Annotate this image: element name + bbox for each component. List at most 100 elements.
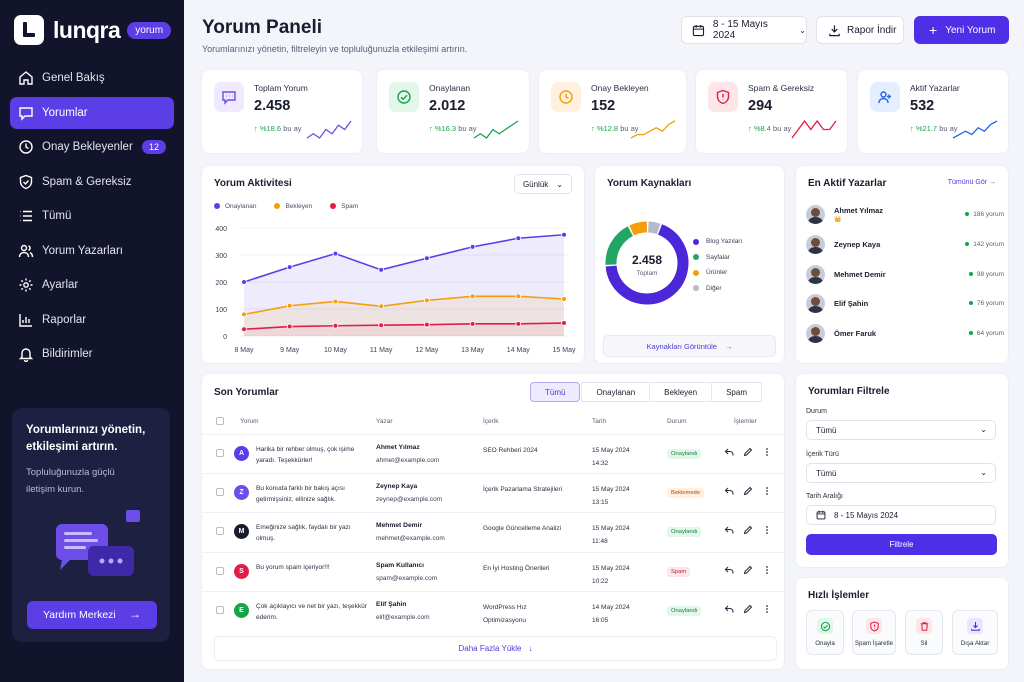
status-filter-label: Durum	[806, 408, 828, 415]
download-report-button[interactable]: Rapor İndir	[816, 16, 904, 44]
quick-action-delete-button[interactable]: Sil	[905, 610, 943, 655]
shield-icon	[19, 174, 33, 189]
row-checkbox[interactable]	[216, 566, 224, 575]
more-icon[interactable]	[762, 604, 772, 614]
comment-content-link[interactable]: En İyi Hosting Önerileri	[483, 564, 550, 572]
legend-label: Bekleyen	[285, 203, 313, 210]
nav-item-overview[interactable]: Genel Bakış	[10, 62, 174, 94]
comment-date-day: 14 May 2024	[592, 603, 630, 611]
data-point	[424, 321, 430, 328]
stat-delta: ↑ %16.3 bu ay	[429, 124, 477, 133]
more-icon[interactable]	[762, 565, 772, 575]
nav-item-notifications[interactable]: Bildirimler	[10, 338, 174, 370]
edit-icon[interactable]	[743, 486, 753, 496]
nav-label: Yorum Yazarları	[42, 244, 123, 257]
table-row[interactable]: Z Bu konuda farklı bir bakış açısı getir…	[202, 473, 785, 512]
help-center-button[interactable]: Yardım Merkezi →	[27, 601, 157, 629]
comment-author-name: Spam Kullanıcı	[376, 561, 424, 569]
stat-card-pending[interactable]: Onay Bekleyen 152 ↑ %12.8 bu ay	[538, 69, 687, 154]
edit-icon[interactable]	[743, 604, 753, 614]
row-checkbox[interactable]	[216, 605, 224, 614]
donut-slice	[605, 226, 634, 265]
y-tick-label: 400	[215, 226, 227, 233]
reply-icon[interactable]	[724, 486, 734, 496]
row-checkbox[interactable]	[216, 527, 224, 536]
stat-delta-value: ↑ %12.8	[591, 124, 619, 133]
comment-content-link[interactable]: Google Güncelleme Analizi	[483, 525, 562, 533]
row-checkbox[interactable]	[216, 449, 224, 457]
tab-approved[interactable]: Onaylanan	[581, 382, 651, 402]
nav-item-all[interactable]: Tümü	[10, 200, 174, 232]
table-row[interactable]: S Bu yorum spam içeriyor!!! Spam Kullanı…	[202, 551, 785, 591]
nav-item-reports[interactable]: Raporlar	[10, 304, 174, 336]
tab-all[interactable]: Tümü	[530, 382, 581, 402]
quick-action-mark-spam-button[interactable]: Spam İşaretle	[852, 610, 896, 655]
edit-icon[interactable]	[743, 525, 753, 535]
more-icon[interactable]	[762, 447, 772, 457]
status-badge: Onaylandı	[667, 605, 702, 616]
date-filter-input[interactable]: 8 - 15 Mayıs 2024	[806, 505, 996, 525]
more-icon[interactable]	[762, 486, 772, 496]
author-item[interactable]: Zeynep Kaya 142 yorum	[806, 233, 1004, 255]
series-line-spam	[243, 322, 565, 331]
promo-text: Topluluğunuzla güçlü iletişim kurun.	[26, 467, 115, 495]
gear-icon	[19, 278, 33, 292]
stat-card-active-authors[interactable]: Aktif Yazarlar 532 ↑ %21.7 bu ay	[857, 69, 1009, 154]
more-icon[interactable]	[762, 525, 772, 535]
new-comment-button[interactable]: + Yeni Yorum	[914, 16, 1009, 44]
edit-icon[interactable]	[743, 447, 753, 457]
author-comment-count: 142 yorum	[965, 241, 1004, 248]
activity-period-select[interactable]: Günlük ⌄	[513, 174, 572, 194]
quick-action-export-button[interactable]: Dışa Aktar	[952, 610, 998, 655]
apply-filter-button[interactable]: Filtrele	[806, 534, 997, 555]
comment-content-link[interactable]: WordPress Hız Optimizasyonu	[483, 603, 527, 624]
author-item[interactable]: Mehmet Demir 98 yorum	[806, 263, 1004, 285]
reply-icon[interactable]	[724, 565, 734, 575]
table-row[interactable]: M Emeğinize sağlık, faydalı bir yazı olm…	[202, 512, 785, 551]
comment-author-email: elif@example.com	[376, 613, 430, 621]
comment-text: Emeğinize sağlık, faydalı bir yazı olmuş…	[256, 524, 351, 543]
comment-content-link[interactable]: İçerik Pazarlama Stratejileri	[483, 486, 563, 494]
author-info: Mehmet Demir	[825, 270, 886, 279]
load-more-button[interactable]: Daha Fazla Yükle ↓	[214, 636, 777, 661]
reply-icon[interactable]	[724, 447, 734, 457]
view-all-authors-link[interactable]: Tümünü Gör →	[948, 179, 996, 186]
stat-card-approved[interactable]: Onaylanan 2.012 ↑ %16.3 bu ay	[376, 69, 530, 154]
legend-dot	[693, 285, 699, 292]
row-checkbox[interactable]	[216, 488, 224, 497]
comment-content-link[interactable]: SEO Rehberi 2024	[483, 447, 538, 454]
tab-spam[interactable]: Spam	[711, 382, 762, 402]
stat-card-spam[interactable]: Spam & Gereksiz 294 ↑ %8.4 bu ay	[695, 69, 848, 154]
nav-item-spam[interactable]: Spam & Gereksiz	[10, 166, 174, 198]
stat-card-total-comments[interactable]: Toplam Yorum 2.458 ↑ %18.6 bu ay	[201, 69, 363, 154]
author-name: Ömer Faruk	[834, 328, 877, 338]
table-row[interactable]: E Çok açıklayıcı ve net bir yazı, teşekk…	[202, 590, 785, 630]
brand-logo[interactable]: lunqra yorum	[14, 15, 172, 45]
type-filter-select[interactable]: Tümü ⌄	[806, 463, 996, 483]
author-item[interactable]: Ahmet Yılmaz 👑 186 yorum	[806, 203, 1004, 225]
reply-icon[interactable]	[724, 604, 734, 614]
stat-delta: ↑ %8.4 bu ay	[748, 124, 791, 133]
view-sources-button[interactable]: Kaynakları Görüntüle →	[603, 335, 776, 357]
author-item[interactable]: Elif Şahin 76 yorum	[806, 292, 1004, 314]
nav-item-settings[interactable]: Ayarlar	[10, 269, 174, 301]
table-row[interactable]: A Harika bir rehber olmuş, çok işime yar…	[202, 434, 785, 473]
date-range-picker[interactable]: 8 - 15 Mayıs 2024 ⌄	[681, 16, 807, 44]
select-all-checkbox[interactable]	[216, 417, 224, 425]
tab-pending[interactable]: Bekleyen	[649, 382, 713, 402]
activity-card: Yorum Aktivitesi Günlük ⌄ Onaylanan Bekl…	[201, 165, 585, 364]
data-point	[424, 297, 430, 304]
sidebar: lunqra yorum Genel Bakış Yorumlar Onay B…	[0, 0, 184, 682]
quick-action-approve-button[interactable]: Onayla	[806, 610, 844, 655]
avatar	[806, 204, 825, 224]
edit-icon[interactable]	[743, 565, 753, 575]
nav-item-pending[interactable]: Onay Bekleyenler 12	[10, 131, 174, 163]
nav-item-comments[interactable]: Yorumlar	[10, 96, 174, 129]
filter-card: Yorumları Filtrele Durum Tümü ⌄ İçerik T…	[795, 373, 1009, 568]
nav-item-authors[interactable]: Yorum Yazarları	[10, 235, 174, 267]
author-item[interactable]: Ömer Faruk 64 yorum	[806, 322, 1004, 344]
status-filter-select[interactable]: Tümü ⌄	[806, 420, 996, 440]
stat-sparkline	[952, 120, 998, 139]
reply-icon[interactable]	[724, 525, 734, 535]
author-comment-count: 98 yorum	[968, 271, 1004, 278]
